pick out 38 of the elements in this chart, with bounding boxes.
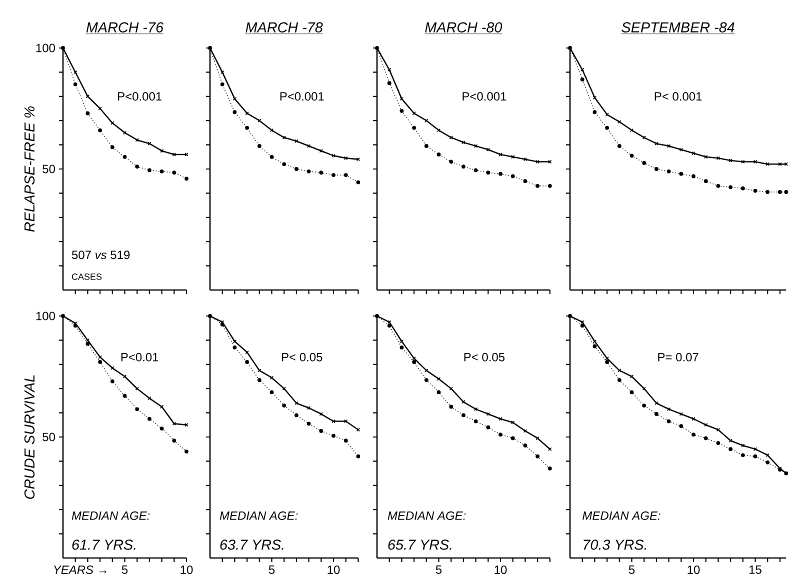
annotation: P< 0.05: [282, 352, 322, 362]
annotation: 65.7 YRS.: [388, 540, 452, 550]
annotation: 70.3 YRS.: [584, 540, 646, 550]
x-tick-label: 15: [749, 566, 762, 574]
x-axis-title: YEARS →: [54, 566, 106, 574]
annotation: P< 0.05: [464, 352, 505, 362]
annotation: MEDIAN AGE:: [72, 511, 150, 520]
y-tick-label: 100: [36, 44, 55, 52]
annotation: CASES: [72, 274, 102, 280]
annotation: P<0.001: [462, 92, 506, 101]
annotation: MEDIAN AGE:: [388, 511, 466, 520]
y-tick-label: 100: [36, 312, 55, 320]
annotation: P<0.001: [280, 92, 324, 101]
chart-title: MARCH -80: [425, 22, 502, 32]
x-tick-label: 5: [436, 566, 442, 574]
annotation: 507 vs 519: [72, 250, 130, 260]
annotation: 63.7 YRS.: [220, 540, 284, 550]
x-tick-label: 5: [122, 566, 128, 574]
x-tick-label: 5: [628, 566, 635, 574]
annotation: MEDIAN AGE:: [582, 511, 660, 520]
annotation: MEDIAN AGE:: [220, 511, 298, 520]
x-tick-label: 10: [494, 566, 507, 574]
y-tick-label: 50: [42, 164, 56, 174]
y-axis-title: RELAPSE-FREE %: [24, 106, 35, 232]
x-tick-label: 10: [688, 566, 700, 574]
chart-title: SEPTEMBER -84: [622, 22, 734, 32]
annotation: P<0.001: [118, 92, 162, 101]
annotation: P= 0.07: [658, 352, 698, 362]
chart-title: MARCH -76: [86, 22, 164, 32]
x-tick-label: 5: [268, 566, 275, 574]
chart-title: MARCH -78: [246, 22, 323, 32]
x-tick-label: 10: [180, 566, 193, 574]
annotation: 61.7 YRS.: [72, 540, 136, 550]
annotation: P< 0.001: [654, 92, 702, 101]
x-tick-label: 10: [328, 566, 340, 574]
y-axis-title: CRUDE SURVIVAL: [24, 375, 35, 499]
annotation: P<0.01: [121, 352, 158, 362]
y-tick-label: 50: [42, 432, 56, 442]
